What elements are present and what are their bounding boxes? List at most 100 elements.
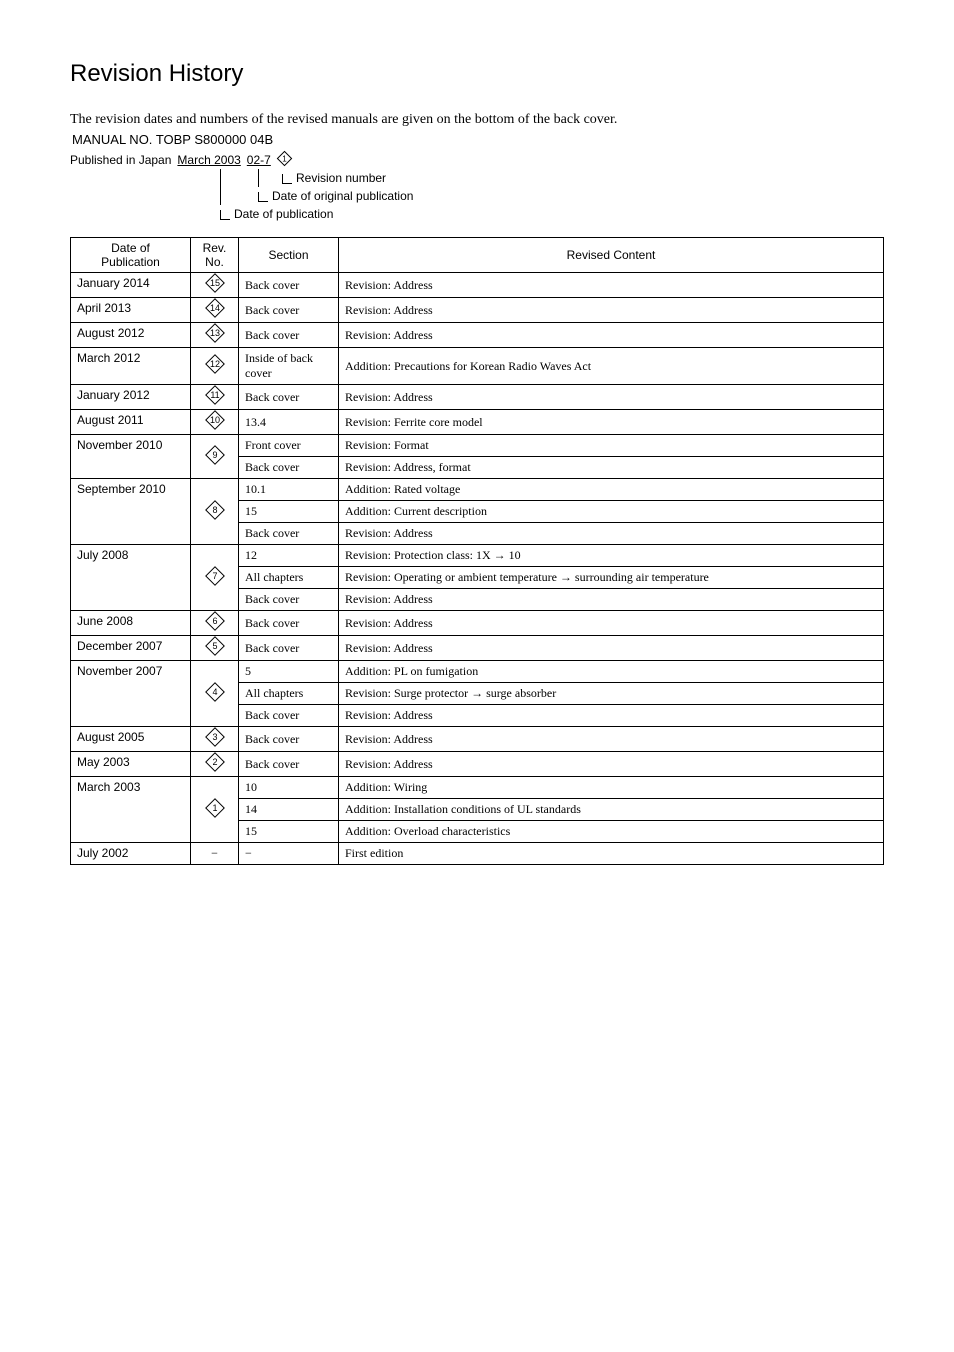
cell-section: Back cover [239, 589, 339, 611]
cell-section: 12 [239, 545, 339, 567]
table-row: November 200745Addition: PL on fumigatio… [71, 661, 884, 683]
manual-no: MANUAL NO. TOBP S800000 04B [72, 132, 884, 147]
cell-section: Back cover [239, 385, 339, 410]
rev-diamond-icon: 13 [205, 323, 225, 343]
page-title: Revision History [70, 60, 884, 88]
cell-date: December 2007 [71, 636, 191, 661]
cell-section: Back cover [239, 611, 339, 636]
published-label: Published in Japan [70, 153, 171, 167]
cell-content: Addition: Rated voltage [339, 479, 884, 501]
intro-text: The revision dates and numbers of the re… [70, 112, 884, 128]
th-section: Section [239, 238, 339, 273]
cell-date: March 2003 [71, 777, 191, 843]
cell-section: Back cover [239, 727, 339, 752]
th-content: Revised Content [339, 238, 884, 273]
cell-section: 15 [239, 821, 339, 843]
cell-rev: 5 [191, 636, 239, 661]
cell-content: Revision: Address [339, 523, 884, 545]
cell-content: Addition: PL on fumigation [339, 661, 884, 683]
cell-section: Back cover [239, 298, 339, 323]
cell-date: August 2012 [71, 323, 191, 348]
table-row: March 201212Inside of back coverAddition… [71, 348, 884, 385]
cell-content: Addition: Precautions for Korean Radio W… [339, 348, 884, 385]
cell-rev: 3 [191, 727, 239, 752]
rev-number: 9 [212, 450, 217, 460]
published-rev-diamond: 1 [277, 151, 293, 167]
cell-rev: 4 [191, 661, 239, 727]
manual-no-value: TOBP S800000 04B [156, 132, 273, 147]
cell-date: March 2012 [71, 348, 191, 385]
cell-rev: 7 [191, 545, 239, 611]
rev-diamond-icon: 1 [205, 798, 225, 818]
cell-rev: 14 [191, 298, 239, 323]
cell-content: Revision: Format [339, 435, 884, 457]
cell-date: June 2008 [71, 611, 191, 636]
rev-number: 11 [210, 390, 219, 400]
cell-section: Back cover [239, 523, 339, 545]
rev-number: 3 [212, 732, 217, 742]
cell-content: Revision: Surge protector → surge absorb… [339, 683, 884, 705]
cell-section: 5 [239, 661, 339, 683]
rev-diamond-icon: 8 [205, 500, 225, 520]
rev-number: 1 [212, 803, 217, 813]
annot-date-pub: Date of publication [234, 207, 333, 221]
cell-content: Revision: Protection class: 1X → 10 [339, 545, 884, 567]
cell-content: Revision: Address [339, 705, 884, 727]
cell-date: January 2014 [71, 273, 191, 298]
cell-section: Back cover [239, 273, 339, 298]
cell-section: 14 [239, 799, 339, 821]
rev-diamond-icon: 9 [205, 445, 225, 465]
annot-date-orig: Date of original publication [272, 189, 413, 203]
cell-content: Addition: Overload characteristics [339, 821, 884, 843]
table-row: January 201211Back coverRevision: Addres… [71, 385, 884, 410]
cell-section: 10.1 [239, 479, 339, 501]
cell-date: November 2010 [71, 435, 191, 479]
rev-number: 5 [212, 641, 217, 651]
rev-diamond-icon: 7 [205, 566, 225, 586]
rev-number: 7 [212, 571, 217, 581]
rev-number: 8 [212, 505, 217, 515]
rev-number: 6 [212, 616, 217, 626]
table-row: December 20075Back coverRevision: Addres… [71, 636, 884, 661]
rev-diamond-icon: 10 [205, 410, 225, 430]
cell-rev: 6 [191, 611, 239, 636]
rev-number: 2 [212, 757, 217, 767]
table-row: July 2008712Revision: Protection class: … [71, 545, 884, 567]
cell-date: September 2010 [71, 479, 191, 545]
cell-rev: 10 [191, 410, 239, 435]
cell-section: 15 [239, 501, 339, 523]
table-row: November 20109Front coverRevision: Forma… [71, 435, 884, 457]
cell-rev: 11 [191, 385, 239, 410]
cell-content: Revision: Address [339, 752, 884, 777]
table-row: January 201415Back coverRevision: Addres… [71, 273, 884, 298]
cell-content: Revision: Address [339, 385, 884, 410]
cell-content: Addition: Installation conditions of UL … [339, 799, 884, 821]
rev-diamond-icon: 6 [205, 611, 225, 631]
cell-section: Front cover [239, 435, 339, 457]
cell-content: Revision: Address [339, 323, 884, 348]
rev-number: 12 [209, 359, 219, 369]
cell-section: − [239, 843, 339, 865]
th-rev: Rev. No. [191, 238, 239, 273]
table-row: June 2008 6 Back coverRevision: Address [71, 611, 884, 636]
published-date: March 2003 [177, 153, 240, 167]
cell-content: Revision: Address [339, 611, 884, 636]
rev-number: 10 [209, 415, 219, 425]
cell-rev: 12 [191, 348, 239, 385]
rev-number: 13 [209, 328, 219, 338]
cell-date: July 2002 [71, 843, 191, 865]
cell-section: Back cover [239, 323, 339, 348]
cell-section: All chapters [239, 683, 339, 705]
cell-rev: 2 [191, 752, 239, 777]
rev-diamond-icon: 15 [205, 273, 225, 293]
cell-content: Revision: Address [339, 727, 884, 752]
cell-section: 10 [239, 777, 339, 799]
cell-section: Back cover [239, 752, 339, 777]
rev-diamond-icon: 11 [205, 385, 225, 405]
cell-rev: 8 [191, 479, 239, 545]
cell-rev: 15 [191, 273, 239, 298]
th-date: Date of Publication [71, 238, 191, 273]
cell-content: Addition: Wiring [339, 777, 884, 799]
rev-diamond-icon: 3 [205, 727, 225, 747]
table-row: May 20032Back coverRevision: Address [71, 752, 884, 777]
